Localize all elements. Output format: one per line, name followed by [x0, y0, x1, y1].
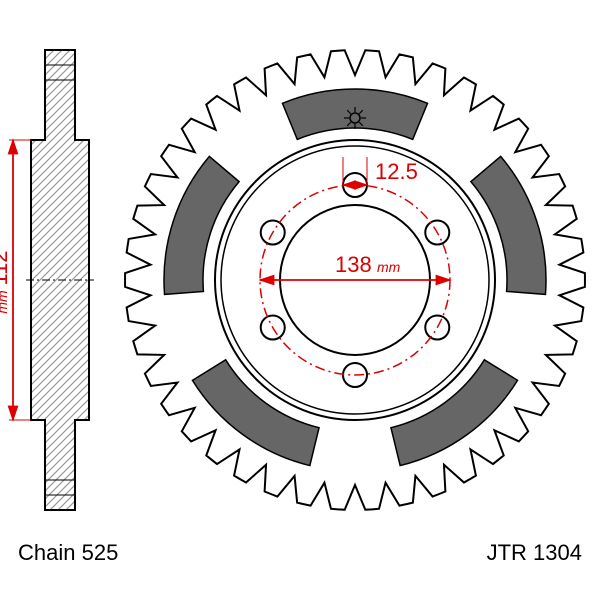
side-view [26, 50, 94, 510]
bolt-hole-dim: 12.5 [375, 159, 418, 184]
part-number-label: JTR 1304 [487, 540, 582, 565]
text-labels: Chain 525 JTR 1304 [18, 540, 582, 565]
svg-text:mm: mm [0, 290, 10, 314]
chain-spec-label: Chain 525 [18, 540, 118, 565]
sprocket-diagram: 138 mm 12.5 112 mm Chain 525 JTR 1304 [0, 0, 600, 600]
svg-text:mm: mm [377, 259, 401, 275]
side-spacing-dim: 112 [0, 250, 12, 285]
bolt-circle-dim: 138 [335, 252, 372, 277]
